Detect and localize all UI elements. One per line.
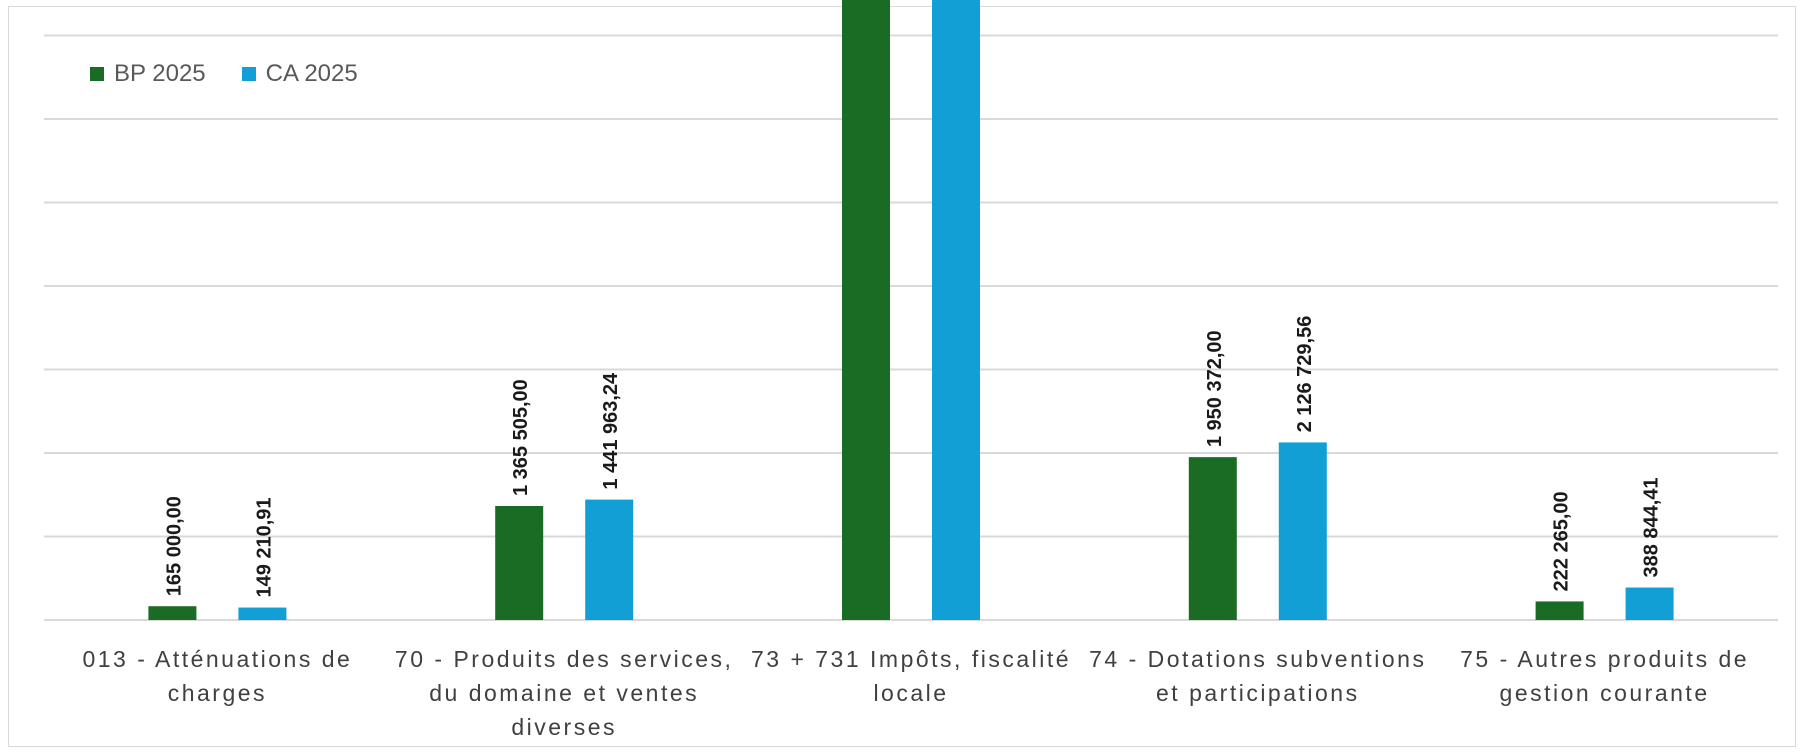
bar-ca-2025-0 [238, 607, 287, 620]
bar-bp-2025-1 [495, 505, 544, 620]
data-label-ca-2025-0: 149 210,91 [253, 497, 275, 597]
data-label-bp-2025-1: 1 365 505,00 [510, 379, 532, 496]
category-label-3: 74 - Dotations subventions et participat… [1089, 646, 1427, 706]
data-label-bp-2025-0: 165 000,00 [163, 496, 185, 596]
legend-label-bp-2025: BP 2025 [114, 60, 206, 87]
data-label-ca-2025-3: 2 126 729,56 [1294, 316, 1316, 433]
bar-ca-2025-1 [585, 499, 634, 620]
legend-entry-ca-2025: CA 2025 [241, 60, 358, 88]
legend-entry-bp-2025: BP 2025 [90, 60, 206, 88]
category-label-0: 013 - Atténuations de charges [82, 646, 353, 706]
bar-bp-2025-3 [1188, 457, 1237, 620]
category-label-4: 75 - Autres produits de gestion courante [1460, 646, 1750, 706]
data-label-ca-2025-4: 388 844,41 [1641, 477, 1663, 577]
category-label-2: 73 + 731 Impôts, fiscalité locale [750, 646, 1072, 706]
bar-ca-2025-4 [1625, 587, 1674, 620]
category-label-1: 70 - Produits des services, du domaine e… [394, 646, 734, 740]
data-label-ca-2025-1: 1 441 963,24 [600, 372, 622, 490]
legend-label-ca-2025: CA 2025 [265, 60, 358, 87]
legend-swatch-bp-2025 [90, 67, 104, 81]
bar-bp-2025-4 [1535, 601, 1584, 620]
bar-ca-2025-2 [932, 0, 980, 620]
bar-bp-2025-0 [148, 606, 197, 620]
legend: BP 2025 CA 2025 [90, 60, 358, 88]
bar-bp-2025-2 [842, 0, 890, 620]
chart-frame [8, 6, 1796, 747]
data-label-bp-2025-3: 1 950 372,00 [1204, 330, 1226, 447]
legend-swatch-ca-2025 [241, 67, 256, 81]
data-label-bp-2025-4: 222 265,00 [1551, 491, 1573, 591]
bar-ca-2025-3 [1278, 442, 1327, 620]
